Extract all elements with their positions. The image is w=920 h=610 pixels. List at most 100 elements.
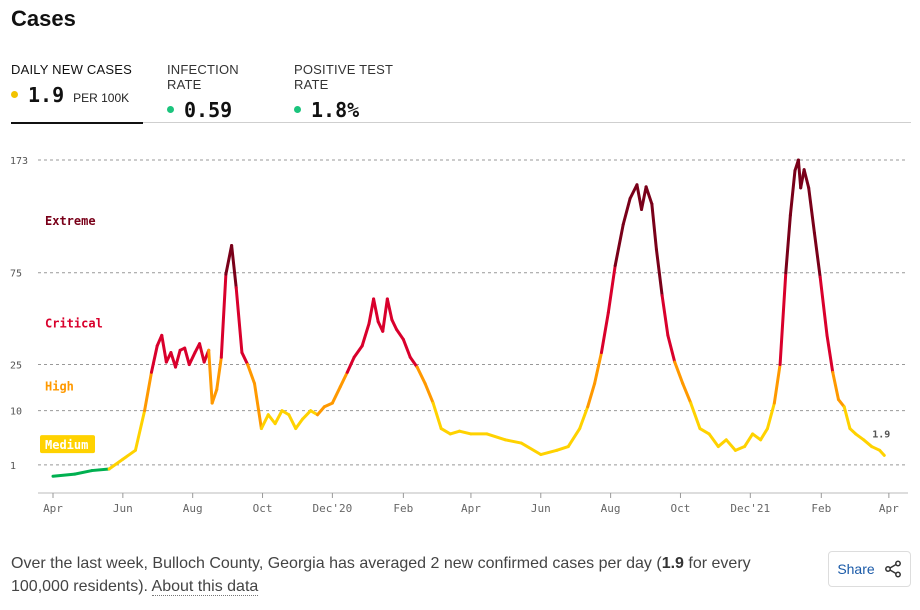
data-segment [613,222,625,268]
data-segment [160,333,168,364]
data-segment [599,311,610,355]
data-segment [751,432,763,442]
metric-unit: PER 100K [73,91,130,105]
data-segment [198,342,206,364]
data-segment [187,351,197,367]
data-segment [219,272,228,359]
summary-text: Over the last week, Bulloch County, Geor… [11,552,781,598]
zone-label: Medium [45,438,88,452]
data-segment [654,247,664,298]
y-tick-label: 25 [10,361,22,372]
metric-tabs: DAILY NEW CASES 1.9 PER 100K INFECTION R… [11,60,911,124]
data-segment [259,413,270,431]
tab-positive-test-rate[interactable]: POSITIVE TEST RATE 1.8% [294,60,429,122]
data-segment [133,409,147,452]
share-button[interactable]: Share [828,551,911,587]
data-segment [862,438,874,449]
data-segment [854,432,866,442]
data-segment [372,297,380,324]
x-tick-label: Aug [601,502,621,515]
data-segment [207,348,214,405]
data-segment [210,388,219,405]
data-segment [836,398,846,409]
data-segment [724,438,737,452]
data-segment [149,344,159,374]
data-segment [234,286,244,355]
data-segment [733,445,747,452]
y-tick-label: 10 [10,407,22,418]
summary-prefix: Over the last week, Bulloch County, Geor… [11,555,662,572]
zone-label-bg [40,435,95,454]
status-dot [294,106,301,113]
data-segment [765,401,776,431]
data-segment [315,405,326,417]
data-segment [381,297,389,333]
metric-value: 1.8% [311,98,360,122]
data-segment [73,469,94,476]
data-segment [681,382,693,405]
data-segment [439,427,452,436]
data-segment [183,346,191,367]
data-segment [707,432,720,449]
tab-daily-new-cases[interactable]: DAILY NEW CASES 1.9 PER 100K [11,60,143,124]
x-tick-label: Apr [879,502,899,515]
data-segment [586,382,597,409]
x-tick-label: Apr [461,502,481,515]
latest-marker: 1.9 [872,429,890,440]
summary-suffix: for every 100,000 residents). [11,555,751,595]
data-segment [408,355,419,369]
data-segment [174,348,182,369]
zone-label: Extreme [45,214,96,228]
status-dot [11,91,18,98]
data-segment [448,429,461,436]
y-tick-label: 173 [10,156,28,167]
x-tick-label: Feb [393,502,413,515]
data-segment [415,365,427,386]
share-icon [884,560,901,578]
zone-label: High [45,380,74,394]
data-segment [812,231,822,279]
data-segment [431,401,443,431]
data-segment [842,405,852,431]
data-segment [485,432,507,442]
about-data-link[interactable]: About this data [151,578,259,596]
data-segment [759,427,769,442]
data-segment [539,448,559,457]
data-segment [606,264,617,315]
data-segment [650,202,658,251]
x-axis: Apr Jun Aug Oct Dec'20 Feb Apr Jun Aug Oct Dec'21 F… [43,493,899,515]
data-segment [788,169,797,217]
data-segment [673,360,685,386]
data-segment [240,351,250,367]
x-tick-label: Dec'20 [313,502,353,515]
data-segment [689,401,702,431]
data-segment [301,409,313,421]
tab-label: DAILY NEW CASES [11,62,132,77]
data-segment [666,333,677,364]
data-segment [778,271,788,367]
tab-infection-rate[interactable]: INFECTION RATE 0.59 [167,60,277,122]
data-segment [253,382,263,431]
data-segment [338,370,349,389]
data-segment [743,432,755,449]
cases-line [51,158,886,478]
data-segment [640,185,648,211]
data-segment [503,438,523,445]
data-segment [51,472,77,478]
data-segment [818,275,829,337]
data-segment [660,294,670,337]
x-tick-label: Apr [43,502,63,515]
status-dot [167,106,174,113]
data-segment [698,427,711,436]
data-segment [401,337,412,359]
x-tick-label: Feb [811,502,831,515]
data-segment [266,413,277,426]
data-segment [121,448,137,461]
x-tick-label: Jun [113,502,133,515]
x-tick-label: Oct [253,502,273,515]
page-title: Cases [11,6,76,31]
data-segment [831,370,840,402]
x-tick-label: Jun [531,502,551,515]
cases-chart: 1 10 25 75 173 Medium High Critical Extreme Apr… [10,156,908,515]
data-segment [878,448,886,457]
